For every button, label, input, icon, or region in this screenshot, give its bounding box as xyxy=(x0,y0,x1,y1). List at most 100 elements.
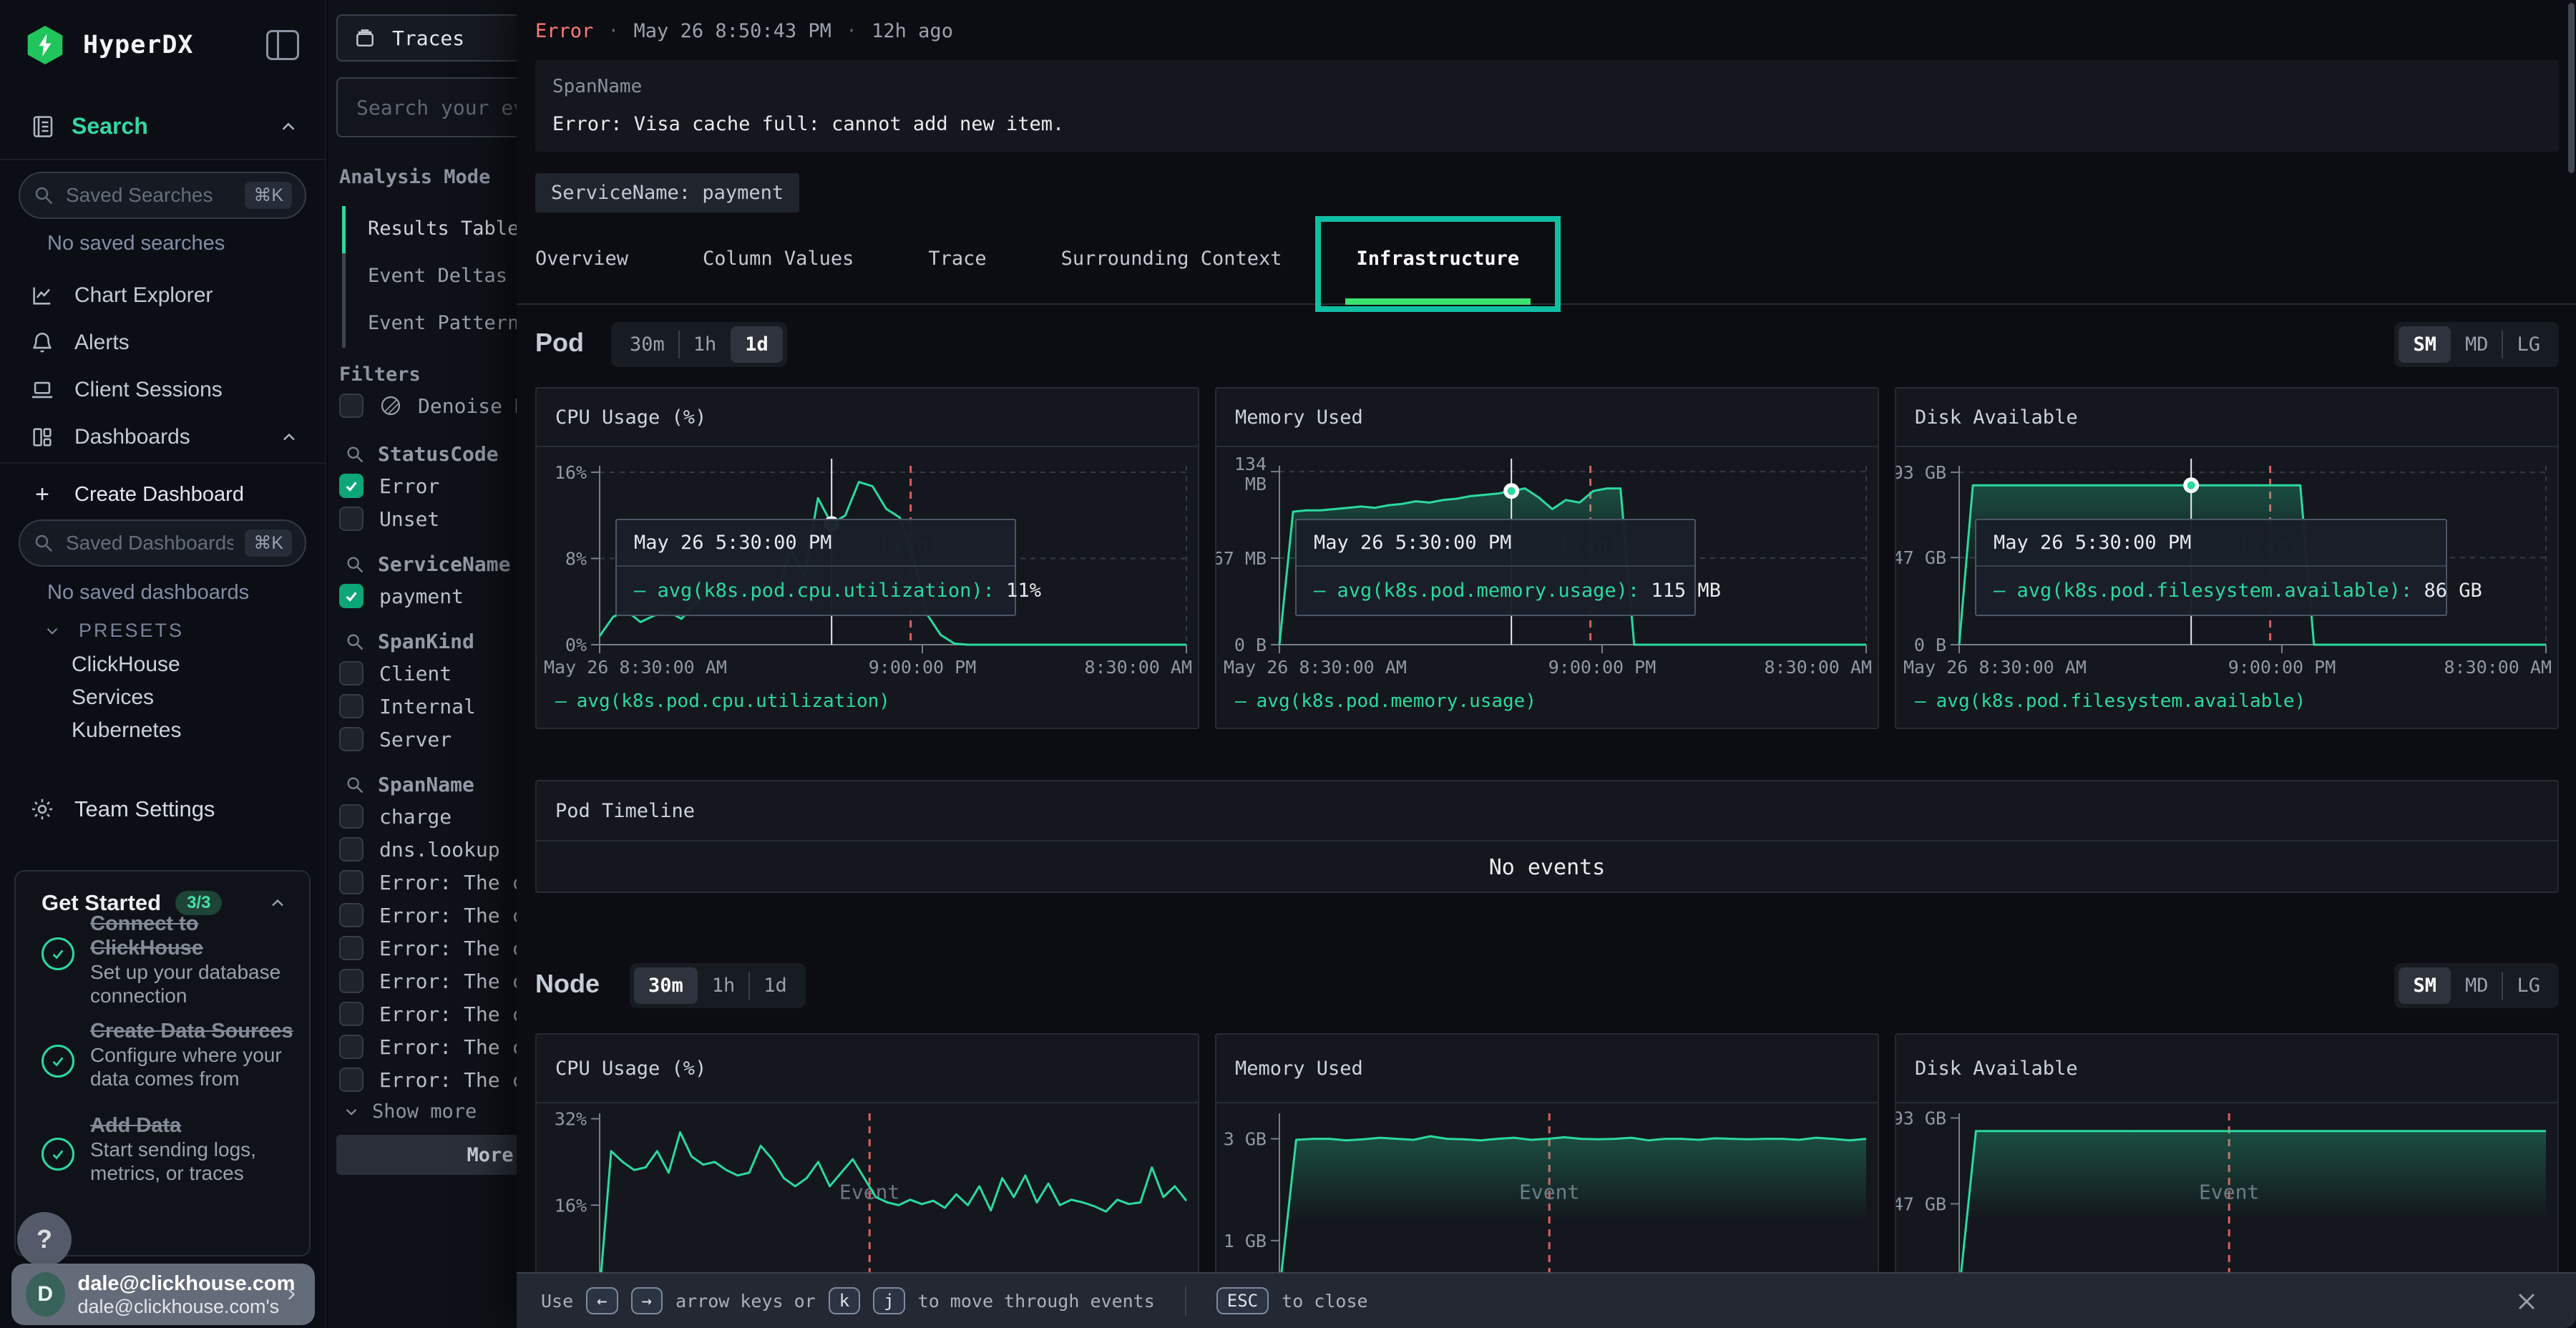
size-lg[interactable]: LG xyxy=(2502,967,2555,1004)
checkbox[interactable] xyxy=(339,870,364,894)
get-started-step[interactable]: Create Data Sources Configure where your… xyxy=(90,1019,312,1090)
get-started-step[interactable]: Connect to ClickHouse Set up your databa… xyxy=(90,912,305,1007)
tab-surrounding-context[interactable]: Surrounding Context xyxy=(1060,247,1282,270)
denoise-icon xyxy=(381,396,401,416)
filter-option-error-span[interactable]: Error: The cr xyxy=(339,870,840,894)
k-key[interactable]: k xyxy=(828,1287,861,1314)
sidebar-item-alerts[interactable]: Alerts xyxy=(0,321,325,365)
filter-option-error[interactable]: Error xyxy=(339,474,840,498)
checkbox[interactable] xyxy=(339,1002,364,1026)
range-1h[interactable]: 1h xyxy=(678,326,731,363)
filter-option-error-span[interactable]: Error: The cr xyxy=(339,903,840,927)
size-sm[interactable]: SM xyxy=(2399,967,2451,1004)
create-dashboard-button[interactable]: + Create Dashboard xyxy=(0,474,325,515)
tab-trace[interactable]: Trace xyxy=(928,247,987,270)
checkbox[interactable] xyxy=(339,507,364,531)
pod-disk-chart[interactable]: 0 B 47 GB 93 GB May 26 8:30:00 AM 9:00:00 … xyxy=(1896,447,2557,678)
checkbox[interactable] xyxy=(339,837,364,861)
size-sm[interactable]: SM xyxy=(2399,326,2451,363)
help-button[interactable]: ? xyxy=(17,1212,72,1266)
sidebar-item-client-sessions[interactable]: Client Sessions xyxy=(0,368,325,412)
scrollbar-thumb[interactable] xyxy=(2568,3,2575,173)
presets-toggle[interactable]: PRESETS xyxy=(43,620,184,642)
svg-text:0 B: 0 B xyxy=(1914,635,1946,655)
filter-option-payment[interactable]: payment xyxy=(339,584,840,608)
checkbox[interactable] xyxy=(339,804,364,829)
checkbox[interactable] xyxy=(339,1035,364,1059)
filter-option-error-span[interactable]: Error: The cr xyxy=(339,1035,840,1059)
saved-searches-input[interactable]: Saved Searches ⌘K xyxy=(19,172,306,219)
j-key[interactable]: j xyxy=(873,1287,905,1314)
filter-option-error-span[interactable]: Error: The cr xyxy=(339,1068,840,1092)
span-name-card: SpanName Error: Visa cache full: cannot … xyxy=(535,60,2559,152)
user-menu[interactable]: D dale@clickhouse.com dale@clickhouse.co… xyxy=(11,1264,315,1325)
checkbox[interactable] xyxy=(339,1068,364,1092)
preset-services[interactable]: Services xyxy=(72,685,155,709)
filter-option-internal[interactable]: Internal xyxy=(339,694,840,718)
filter-option-dns-lookup[interactable]: dns.lookup xyxy=(339,837,840,861)
filter-group-statuscode[interactable]: StatusCode xyxy=(345,442,499,466)
sidebar-item-dashboards[interactable]: Dashboards xyxy=(0,415,325,459)
preset-kubernetes[interactable]: Kubernetes xyxy=(72,718,182,742)
collapse-sidebar-button[interactable] xyxy=(266,30,299,60)
range-1h[interactable]: 1h xyxy=(711,975,736,997)
checkbox[interactable] xyxy=(339,661,364,685)
sidebar-item-search[interactable]: Search xyxy=(30,113,299,140)
show-more-toggle[interactable]: Show more xyxy=(342,1100,477,1123)
checkbox[interactable] xyxy=(339,394,364,418)
tab-column-values[interactable]: Column Values xyxy=(703,247,854,270)
range-1d[interactable]: 1d xyxy=(748,967,801,1004)
checkbox[interactable] xyxy=(339,969,364,993)
checkbox[interactable] xyxy=(339,903,364,927)
filter-group-spanname[interactable]: SpanName xyxy=(345,773,474,796)
sidebar-item-chart-explorer[interactable]: Chart Explorer xyxy=(0,273,325,318)
tab-infrastructure[interactable]: Infrastructure xyxy=(1314,213,1561,312)
size-md[interactable]: MD xyxy=(2464,975,2489,997)
range-1d[interactable]: 1d xyxy=(731,326,783,363)
filter-option-client[interactable]: Client xyxy=(339,661,840,685)
range-30m[interactable]: 30m xyxy=(634,967,698,1004)
filter-option-error-span[interactable]: Error: The cr xyxy=(339,969,840,993)
svg-text:8%: 8% xyxy=(565,549,587,570)
esc-key[interactable]: ESC xyxy=(1216,1287,1269,1314)
filter-group-servicename[interactable]: ServiceName xyxy=(345,552,510,576)
mode-results-table[interactable]: Results Table xyxy=(368,218,519,240)
mode-event-deltas[interactable]: Event Deltas xyxy=(368,265,508,287)
svg-text:May 26 8:30:00 AM: May 26 8:30:00 AM xyxy=(544,657,727,678)
size-md[interactable]: MD xyxy=(2464,333,2489,356)
preset-clickhouse[interactable]: ClickHouse xyxy=(72,653,180,676)
saved-dashboards-input[interactable]: Saved Dashboards ⌘K xyxy=(19,519,306,567)
service-name-tag[interactable]: ServiceName: payment xyxy=(535,173,800,213)
filter-option-server[interactable]: Server xyxy=(339,727,840,751)
pod-memory-chart[interactable]: 0 B 67 MB 134 MB May 26 8:30:00 AM 9:00:00… xyxy=(1216,447,1878,678)
checkbox[interactable] xyxy=(339,694,364,718)
mode-event-patterns[interactable]: Event Patterns xyxy=(368,312,531,334)
filter-option-error-span[interactable]: Error: The cr xyxy=(339,936,840,960)
filter-option-error-span[interactable]: Error: The cr xyxy=(339,1002,840,1026)
chart-title: Disk Available xyxy=(1896,389,2557,447)
checkbox-checked[interactable] xyxy=(339,584,364,608)
tab-overview[interactable]: Overview xyxy=(535,247,629,270)
chevron-up-icon[interactable] xyxy=(268,893,288,913)
checkbox[interactable] xyxy=(339,727,364,751)
pod-cpu-chart[interactable]: 0% 8% 16% May 26 8:30:00 AM 9:00:00 PM 8:3… xyxy=(537,447,1198,678)
close-panel-button[interactable] xyxy=(2509,1284,2545,1319)
pod-range-control: 30m 1h 1d xyxy=(611,322,787,367)
filter-option-unset[interactable]: Unset xyxy=(339,507,840,531)
filter-option-charge[interactable]: charge xyxy=(339,804,840,829)
arrow-left-key[interactable]: ← xyxy=(586,1287,618,1314)
arrow-right-key[interactable]: → xyxy=(630,1287,663,1314)
chart-legend: — avg(k8s.pod.filesystem.available) xyxy=(1915,690,2306,712)
get-started-step[interactable]: Add Data Start sending logs, metrics, or… xyxy=(90,1113,312,1185)
hint-text: to move through events xyxy=(917,1290,1155,1312)
nav-label: Alerts xyxy=(74,331,130,354)
checkbox-checked[interactable] xyxy=(339,474,364,498)
size-lg[interactable]: LG xyxy=(2502,326,2555,363)
filter-group-spankind[interactable]: SpanKind xyxy=(345,630,474,653)
node-memory-chart[interactable]: 1 GB3 GBEvent xyxy=(1216,1103,1878,1327)
range-30m[interactable]: 30m xyxy=(630,333,665,356)
checkbox[interactable] xyxy=(339,936,364,960)
node-cpu-chart[interactable]: 16% 32% Event xyxy=(537,1103,1198,1327)
sidebar-item-team-settings[interactable]: Team Settings xyxy=(0,787,325,831)
